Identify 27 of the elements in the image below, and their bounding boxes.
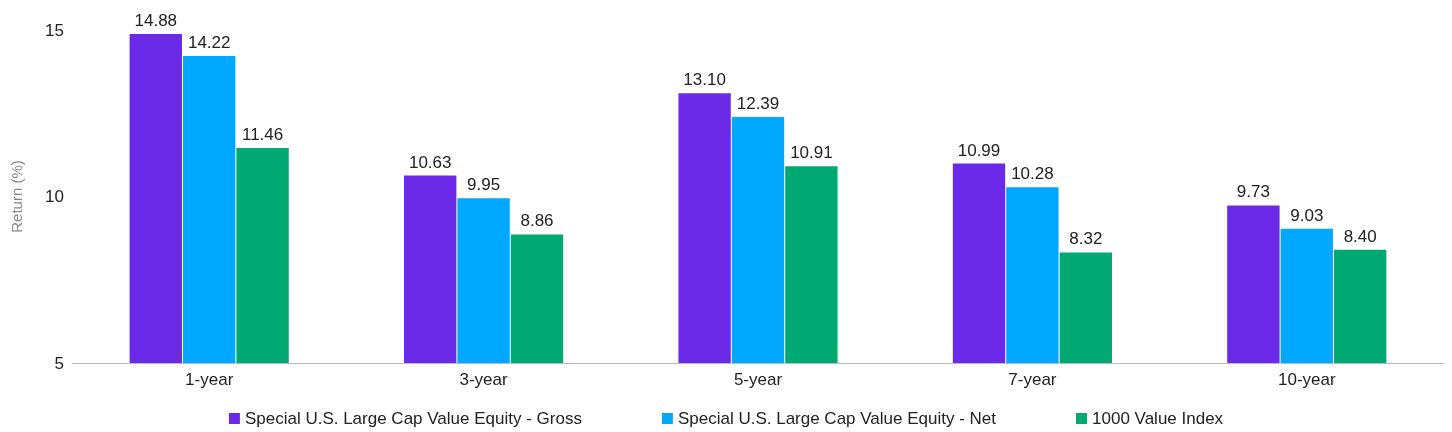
y-tick-label: 15	[45, 20, 64, 40]
data-label: 9.95	[467, 175, 501, 195]
data-label: 10.28	[1011, 164, 1054, 184]
y-axis-title: Return (%)	[8, 160, 25, 233]
x-tick-label: 5-year	[733, 370, 783, 389]
data-label: 13.10	[683, 70, 726, 90]
legend-label: 1000 Value Index	[1092, 409, 1224, 428]
x-tick-label: 10-year	[1277, 370, 1336, 389]
y-tick-label: 10	[45, 187, 64, 206]
data-label: 14.22	[187, 32, 231, 52]
data-label: 8.86	[520, 211, 554, 231]
y-tick-label: 5	[54, 353, 64, 373]
data-label: 10.91	[790, 143, 833, 163]
data-label: 11.46	[241, 124, 284, 144]
data-label: 14.88	[134, 11, 178, 30]
data-label: 9.03	[1290, 205, 1324, 225]
x-tick-label: 3-year	[459, 370, 509, 389]
data-label: 12.39	[736, 93, 780, 113]
x-tick-label: 1-year	[185, 370, 234, 389]
data-label: 9.73	[1236, 182, 1270, 202]
legend-label: Special U.S. Large Cap Value Equity - Net	[677, 409, 997, 428]
x-tick-label: 7-year	[1008, 370, 1057, 389]
data-label: 10.63	[408, 152, 452, 172]
data-label: 10.99	[957, 140, 1001, 160]
legend-label: Special U.S. Large Cap Value Equity - Gross	[244, 409, 582, 428]
data-label: 8.40	[1343, 226, 1377, 246]
data-label: 8.32	[1069, 229, 1103, 249]
